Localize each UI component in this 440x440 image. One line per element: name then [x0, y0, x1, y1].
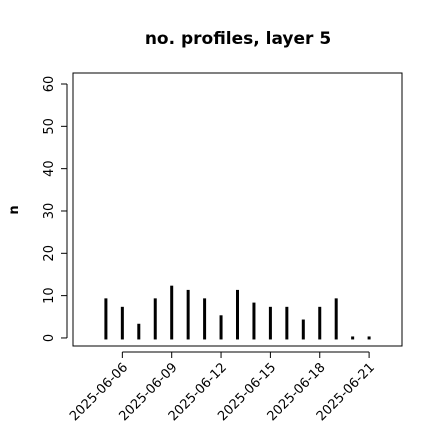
- bar: [120, 306, 124, 340]
- bar: [334, 298, 338, 340]
- chart-title: no. profiles, layer 5: [145, 29, 331, 49]
- bar: [252, 302, 256, 340]
- bar: [351, 336, 355, 340]
- plot-frame: [72, 72, 403, 347]
- y-tick-label: 50: [42, 118, 57, 135]
- bar: [268, 306, 272, 340]
- y-tick-label: 40: [42, 160, 57, 177]
- y-tick-label: 60: [42, 76, 57, 93]
- bar: [301, 319, 305, 340]
- bar: [367, 336, 371, 340]
- bar: [137, 323, 141, 340]
- bar: [170, 285, 174, 340]
- bar: [153, 298, 157, 340]
- y-tick-label: 0: [42, 334, 57, 342]
- bar: [285, 306, 289, 340]
- y-tick-label: 30: [42, 203, 57, 220]
- y-tick-label: 10: [42, 287, 57, 304]
- bar: [318, 306, 322, 340]
- bar: [203, 298, 207, 340]
- bar: [219, 315, 223, 340]
- bar: [186, 289, 190, 340]
- y-tick-label: 20: [42, 245, 57, 262]
- bar: [236, 289, 239, 340]
- bar: [104, 298, 108, 340]
- y-axis-label: n: [7, 205, 22, 214]
